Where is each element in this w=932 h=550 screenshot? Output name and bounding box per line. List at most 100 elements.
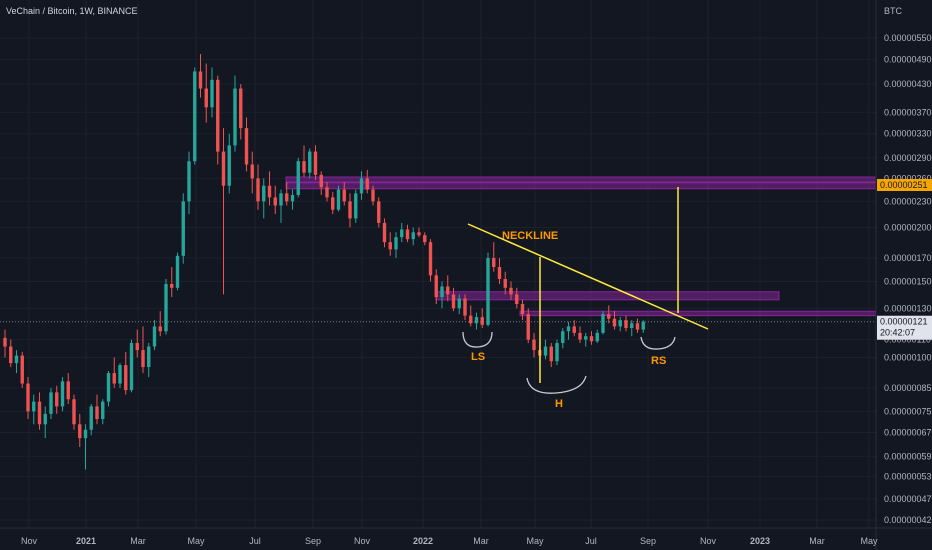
annotation-rs: RS: [651, 355, 666, 367]
candle: [233, 75, 237, 152]
candle-body: [290, 194, 295, 202]
candle: [187, 151, 191, 215]
candle: [273, 185, 277, 215]
candle-body: [193, 71, 197, 162]
candle: [624, 315, 628, 332]
y-tick-label: 0.00000130: [884, 303, 932, 313]
candle: [296, 157, 300, 198]
candle: [503, 271, 507, 295]
y-tick-label: 0.00000042: [884, 515, 932, 525]
candle: [423, 232, 427, 246]
candle-body: [532, 339, 536, 351]
candle-body: [78, 424, 82, 439]
candle: [221, 128, 226, 295]
candle-body: [9, 346, 13, 364]
candle: [566, 321, 571, 340]
y-tick-label: 0.00000370: [884, 107, 932, 117]
candle: [147, 343, 151, 378]
candle: [578, 326, 582, 344]
x-tick-label: Nov: [21, 536, 38, 546]
candle-body: [561, 331, 565, 344]
candle-body: [118, 365, 122, 384]
candle-body: [216, 79, 220, 152]
candle: [388, 232, 392, 256]
candle: [411, 227, 415, 246]
candle-body: [55, 392, 59, 407]
y-tick-label: 0.00000067: [884, 427, 932, 437]
candle-body: [129, 343, 134, 391]
candle: [20, 351, 24, 388]
y-tick-label: 0.00000170: [884, 253, 932, 263]
candle-body: [359, 178, 364, 194]
candle: [331, 191, 335, 215]
candle: [83, 424, 88, 470]
candle-body: [302, 161, 306, 173]
candle: [635, 318, 640, 333]
candle: [95, 394, 99, 425]
candle: [55, 385, 59, 414]
candle: [106, 371, 111, 407]
time-axis[interactable]: Nov 2021 Mar May Jul Sep Nov 2022 Mar May Jul Sep No…: [0, 527, 932, 546]
candle: [509, 281, 513, 300]
candles: [3, 53, 645, 470]
candle-body: [152, 326, 157, 347]
candle-body: [66, 381, 70, 400]
candle-body: [124, 365, 128, 391]
resistance-zone: [285, 182, 877, 190]
candle: [210, 67, 214, 118]
candle: [175, 252, 180, 291]
candle-body: [503, 278, 507, 288]
candle-body: [135, 343, 139, 351]
head-arc: [526, 375, 587, 394]
candle-body: [49, 392, 53, 414]
candle-body: [262, 185, 266, 202]
candle: [250, 151, 254, 194]
y-tick-label: 0.00000490: [884, 55, 932, 65]
candle-body: [32, 401, 36, 412]
y-tick-label: 0.00000085: [884, 383, 932, 393]
candle-body: [43, 413, 47, 425]
candle: [141, 326, 145, 374]
candle-body: [325, 187, 329, 198]
candle: [3, 329, 7, 358]
candle: [630, 320, 634, 337]
candle: [394, 232, 398, 259]
candle-body: [112, 373, 116, 384]
candle: [515, 287, 519, 309]
candle-body: [348, 201, 352, 219]
candle-body: [578, 332, 582, 340]
candle: [302, 145, 306, 177]
candle: [555, 339, 559, 366]
candle-body: [141, 350, 145, 368]
candle-body: [14, 355, 19, 364]
annotations: NECKLINE LS H RS: [471, 230, 666, 410]
candle: [336, 185, 341, 212]
candle-body: [198, 71, 203, 89]
y-tick-label: 0.00000230: [884, 196, 932, 206]
candle: [601, 311, 605, 335]
candle: [342, 182, 346, 206]
candle-body: [273, 197, 277, 206]
price-axis[interactable]: 0.00000550 0.00000490 0.00000430 0.00000370…: [875, 0, 932, 550]
candle: [256, 164, 260, 210]
candle: [440, 281, 444, 309]
candle: [193, 67, 197, 165]
candle: [371, 185, 375, 206]
x-tick-label: Sep: [640, 536, 656, 546]
candle-body: [405, 229, 410, 240]
candle-body: [101, 401, 105, 420]
candle-body: [440, 286, 444, 298]
y-tick-label: 0.00000330: [884, 129, 932, 139]
candle: [474, 312, 479, 330]
candle: [382, 218, 387, 248]
candle-body: [233, 88, 237, 146]
candle-body: [285, 193, 289, 202]
candle-body: [446, 286, 450, 295]
x-tick-label: Jul: [249, 536, 261, 546]
candle-body: [423, 235, 427, 243]
candle: [584, 332, 588, 347]
candle-body: [428, 242, 433, 276]
candle: [181, 193, 185, 264]
